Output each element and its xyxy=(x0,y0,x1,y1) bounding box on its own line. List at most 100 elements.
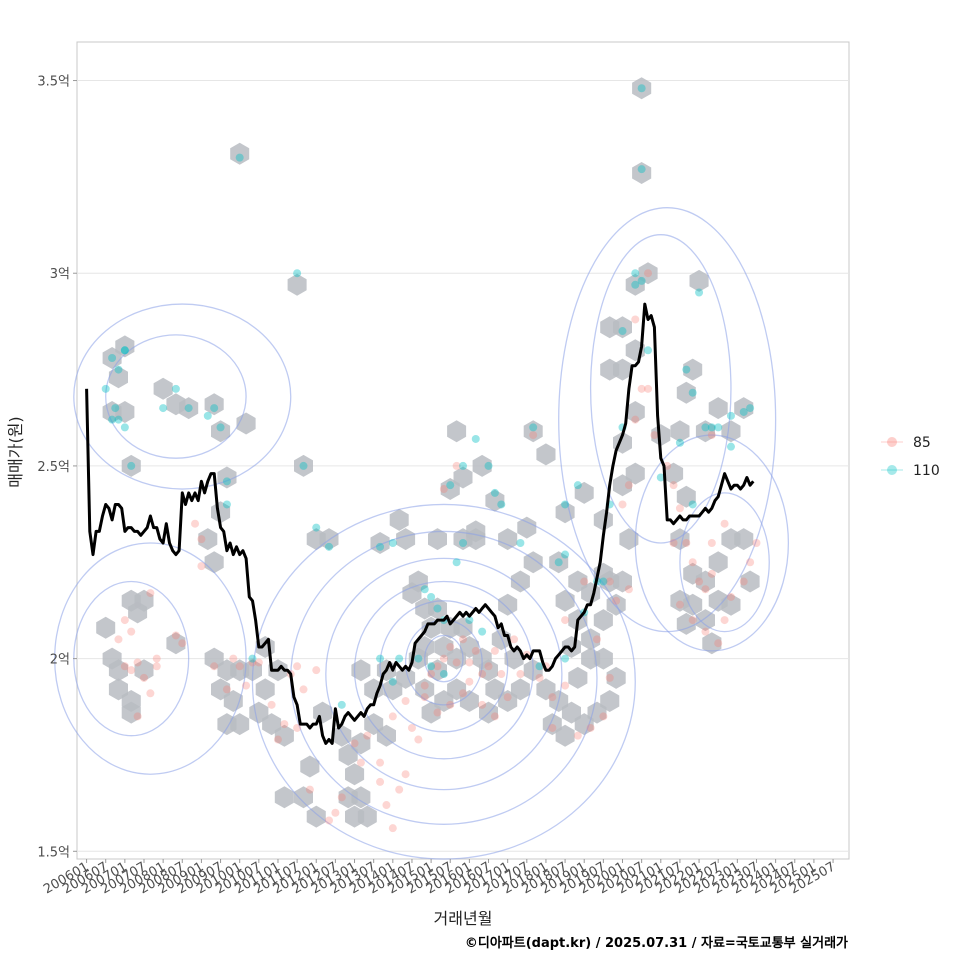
point-85 xyxy=(133,658,142,667)
point-85 xyxy=(356,758,365,767)
hexbin-cell xyxy=(574,481,594,504)
point-110 xyxy=(459,461,467,470)
hexbin-cell xyxy=(153,377,173,400)
point-85 xyxy=(561,681,570,690)
hexbin-cell xyxy=(593,508,613,531)
point-85 xyxy=(503,693,512,702)
point-110 xyxy=(675,438,684,447)
point-110 xyxy=(637,276,646,285)
hexbin-cell xyxy=(683,593,703,616)
point-85 xyxy=(695,577,704,586)
y-tick-label: 2.5억 xyxy=(37,460,70,475)
point-110 xyxy=(376,654,385,663)
hexbin-cell xyxy=(536,443,556,466)
point-110 xyxy=(682,365,691,374)
point-85 xyxy=(471,646,480,655)
hexbin-cell xyxy=(255,678,275,701)
point-110 xyxy=(631,280,640,289)
point-110 xyxy=(516,538,525,547)
hexbin-cell xyxy=(96,616,116,639)
point-85 xyxy=(688,558,697,567)
point-110 xyxy=(599,577,608,586)
point-85 xyxy=(624,585,633,594)
point-85 xyxy=(599,712,608,721)
point-85 xyxy=(120,662,129,671)
point-85 xyxy=(171,631,180,640)
density-contour xyxy=(589,234,732,544)
point-110 xyxy=(459,538,467,547)
density-contour xyxy=(424,634,464,683)
point-110 xyxy=(101,384,110,393)
point-110 xyxy=(529,423,538,432)
point-85 xyxy=(707,431,716,440)
point-85 xyxy=(701,585,710,594)
point-85 xyxy=(152,662,161,671)
hexbin-cell xyxy=(498,593,518,616)
hexbin-cell xyxy=(600,690,620,712)
point-85 xyxy=(433,708,442,717)
point-110 xyxy=(471,434,480,443)
point-110 xyxy=(210,404,219,413)
hexbin-cell xyxy=(510,570,530,593)
point-85 xyxy=(490,646,499,655)
point-110 xyxy=(644,346,653,355)
point-85 xyxy=(631,415,640,424)
point-110 xyxy=(248,654,257,663)
point-85 xyxy=(446,700,455,709)
hexbin-cell xyxy=(689,269,709,292)
hexbin-cell xyxy=(510,678,530,701)
points-110-layer xyxy=(101,84,755,709)
point-85 xyxy=(235,662,244,671)
y-tick-label: 3억 xyxy=(50,267,70,282)
point-85 xyxy=(267,700,276,709)
hexbin-cell xyxy=(345,763,365,786)
hexbin-cell xyxy=(108,659,128,682)
hexbin-cell xyxy=(121,701,141,724)
hexbin-cell xyxy=(498,528,518,551)
point-85 xyxy=(669,538,678,547)
point-85 xyxy=(305,785,314,794)
hexbin-cell xyxy=(523,420,543,443)
hexbin-cell xyxy=(364,678,384,701)
hexbin-cell xyxy=(479,659,498,682)
hexbin-cell xyxy=(332,724,352,747)
point-110 xyxy=(465,616,474,625)
point-110 xyxy=(637,84,646,93)
hexbin-cell xyxy=(523,551,543,574)
point-110 xyxy=(561,654,570,663)
hexbin-cell xyxy=(734,397,754,420)
point-85 xyxy=(675,600,684,609)
hexbin-cell xyxy=(351,659,371,682)
hexbin-cell xyxy=(428,528,447,551)
point-85 xyxy=(242,681,251,690)
hexbin-cell xyxy=(625,462,645,485)
hexbin-cell xyxy=(485,489,505,512)
hexbin-cell xyxy=(345,805,365,828)
point-85 xyxy=(337,793,346,802)
hexbin-cell xyxy=(555,724,575,747)
point-85 xyxy=(516,670,525,679)
hexbin-cell xyxy=(453,616,473,639)
y-tick-label: 2억 xyxy=(50,653,70,668)
hexbin-cell xyxy=(695,570,715,593)
density-contour xyxy=(73,303,292,490)
point-85 xyxy=(497,670,506,679)
point-85 xyxy=(439,485,448,494)
point-85 xyxy=(229,654,238,663)
hexbin-cell xyxy=(211,420,231,443)
point-85 xyxy=(407,723,416,732)
hexbin-cell xyxy=(664,462,684,485)
point-85 xyxy=(529,431,538,440)
density-contour xyxy=(105,334,247,459)
point-110 xyxy=(618,327,627,336)
point-110 xyxy=(484,461,493,470)
hexbin-cell xyxy=(383,678,403,701)
point-110 xyxy=(427,592,436,601)
point-110 xyxy=(120,423,129,432)
hexbin-cell xyxy=(702,632,722,655)
hexbin-cell xyxy=(294,786,313,809)
point-85 xyxy=(433,662,442,671)
point-85 xyxy=(388,712,397,721)
point-110 xyxy=(395,654,404,663)
point-85 xyxy=(490,712,499,721)
